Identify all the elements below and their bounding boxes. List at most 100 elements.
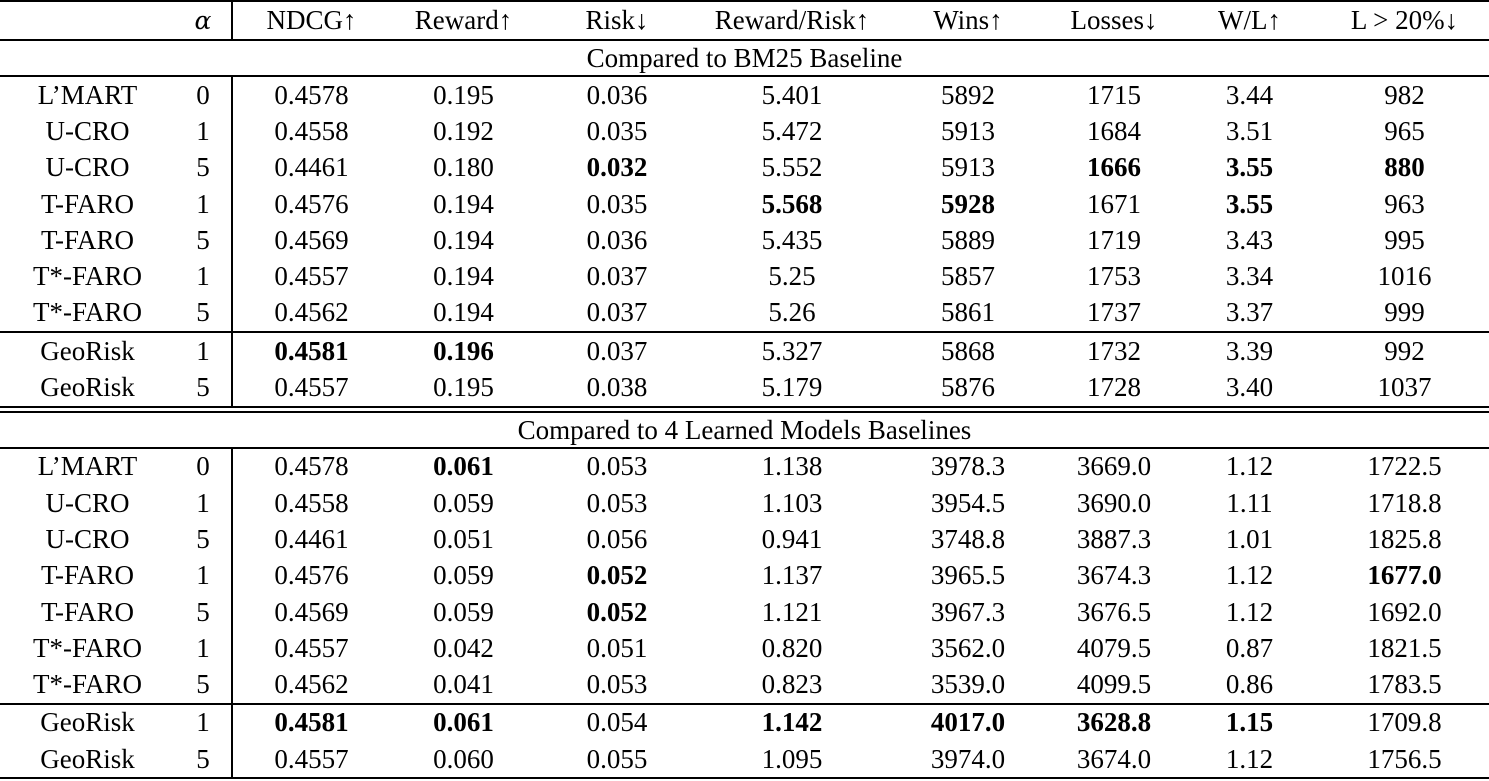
table-cell: 0.4461: [274, 523, 349, 554]
table-cell: 1722.5: [1367, 451, 1442, 482]
table-cell: 3.34: [1225, 261, 1274, 292]
table-cell: 0.036: [586, 224, 648, 255]
table-cell: 1756.5: [1367, 743, 1442, 774]
method-name: T-FARO: [40, 188, 135, 219]
table-cell: 3669.0: [1076, 451, 1152, 482]
column-header-reward-risk: Reward/Risk↑: [714, 5, 870, 35]
table-cell: 1753: [1087, 261, 1141, 292]
table-row: L’MART 0 0.4578 0.195 0.036 5.401 5892 1715 3.44…: [0, 77, 1489, 114]
table-row: T-FARO 1 0.4576 0.194 0.035 5.568 5928 1671 3.55…: [0, 185, 1489, 223]
method-name: T*-FARO: [32, 669, 142, 700]
table-cell: 1.121: [761, 596, 823, 627]
table-cell: 0.4581: [274, 707, 349, 738]
table-row: U-CRO 5 0.4461 0.180 0.032 5.552 5913 1666 3.55 8…: [0, 149, 1489, 186]
method-name: U-CRO: [45, 152, 130, 183]
table-cell: 1.103: [761, 487, 823, 518]
table-cell: 0.4557: [274, 743, 349, 774]
table-row: U-CRO 5 0.4461 0.051 0.056 0.941 3748.8 3887.3 1…: [0, 521, 1489, 558]
table-cell: 0.195: [433, 79, 494, 110]
table-cell: 3690.0: [1076, 487, 1152, 518]
table-cell: 0.180: [433, 152, 494, 183]
table-cell: 0.038: [586, 372, 648, 403]
table-row: T*-FARO 1 0.4557 0.194 0.037 5.25 5857 1753 3.34…: [0, 258, 1489, 295]
table-cell: 1709.8: [1367, 707, 1442, 738]
table-cell: 1671: [1087, 188, 1141, 219]
table-row: U-CRO 1 0.4558 0.192 0.035 5.472 5913 1684 3.51 9…: [0, 113, 1489, 150]
table-cell: 4079.5: [1076, 632, 1152, 663]
table-cell: 5857: [941, 261, 995, 292]
table-row: T*-FARO 5 0.4562 0.041 0.053 0.823 3539.0 4099.…: [0, 666, 1489, 703]
table-cell: 1.01: [1225, 523, 1274, 554]
table-cell: 5.179: [761, 372, 823, 403]
table-cell: 0.054: [586, 707, 648, 738]
column-header-risk: Risk↓: [585, 5, 649, 35]
table-cell: 0: [175, 77, 233, 114]
table-cell: 3.37: [1225, 297, 1274, 328]
table-cell: 3965.5: [930, 560, 1006, 591]
table-cell: 3562.0: [930, 632, 1006, 663]
column-header-l20: L > 20%↓: [1350, 5, 1459, 35]
table-cell: 0.195: [433, 372, 494, 403]
table-cell: 1.12: [1225, 743, 1274, 774]
table-cell: 0.059: [433, 560, 494, 591]
table-cell: 0.4562: [274, 669, 349, 700]
table-cell: 5.472: [761, 115, 823, 146]
table-cell: 3887.3: [1076, 523, 1152, 554]
table-cell: 1: [175, 185, 233, 223]
table-cell: 1.12: [1225, 596, 1274, 627]
table-cell: 0.053: [586, 669, 648, 700]
table-cell: 3954.5: [930, 487, 1006, 518]
table-cell: 0.4578: [274, 79, 349, 110]
table-cell: 0.061: [433, 451, 494, 482]
table-row: GeoRisk 5 0.4557 0.195 0.038 5.179 5876 1728 3.4…: [0, 369, 1489, 406]
table-cell: 1: [175, 258, 233, 295]
table-cell: 1718.8: [1367, 487, 1442, 518]
row-group: L’MART 0 0.4578 0.195 0.036 5.401 5892 1715 3.44…: [0, 77, 1489, 332]
table-cell: 1037: [1377, 372, 1432, 403]
table-cell: 3674.0: [1076, 743, 1152, 774]
table-cell: 0.194: [433, 224, 494, 255]
table-cell: 1.142: [761, 707, 823, 738]
table-cell: 0.036: [586, 79, 648, 110]
table-row: U-CRO 1 0.4558 0.059 0.053 1.103 3954.5 3690.0 1…: [0, 484, 1489, 522]
table-cell: 5861: [941, 297, 995, 328]
table-cell: 4099.5: [1076, 669, 1152, 700]
method-name: T*-FARO: [32, 297, 142, 328]
table-cell: 0.060: [433, 743, 494, 774]
table-cell: 5.568: [761, 188, 823, 219]
table-cell: 1: [175, 630, 233, 667]
table-cell: 880: [1384, 152, 1425, 183]
table-cell: 5: [175, 369, 233, 406]
table-cell: 5.25: [768, 261, 816, 292]
table-cell: 0.037: [586, 297, 648, 328]
table-cell: 1: [175, 557, 233, 594]
table-cell: 1666: [1087, 152, 1141, 183]
method-name: U-CRO: [45, 487, 130, 518]
row-group: L’MART 0 0.4578 0.061 0.053 1.138 3978.3 3669.0…: [0, 448, 1489, 703]
column-header-reward: Reward↑: [414, 5, 513, 35]
table-cell: 1.15: [1225, 707, 1274, 738]
table-cell: 0.820: [761, 632, 823, 663]
table-cell: 0.059: [433, 487, 494, 518]
method-name: T-FARO: [40, 224, 135, 255]
table-cell: 3.43: [1225, 224, 1274, 255]
table-cell: 982: [1384, 79, 1425, 110]
column-header-method: [0, 2, 175, 39]
table-cell: 0.194: [433, 261, 494, 292]
column-header-wl: W/L↑: [1218, 5, 1281, 35]
table-cell: 3674.3: [1076, 560, 1152, 591]
table-cell: 3967.3: [930, 596, 1006, 627]
table-cell: 5.26: [768, 297, 816, 328]
table-cell: 3748.8: [930, 523, 1006, 554]
table-cell: 1821.5: [1367, 632, 1442, 663]
method-name: T-FARO: [40, 560, 135, 591]
table-header-row: α NDCG↑ Reward↑ Risk↓ Reward/Risk↑ Wins↑…: [0, 2, 1489, 41]
section-title: Compared to 4 Learned Models Baselines: [0, 410, 1489, 449]
table-cell: 0.059: [433, 596, 494, 627]
table-cell: 0.86: [1225, 669, 1274, 700]
table-row: T*-FARO 5 0.4562 0.194 0.037 5.26 5861 1737 3.37…: [0, 294, 1489, 332]
table-cell: 0.4569: [274, 224, 349, 255]
table-cell: 0.055: [586, 743, 648, 774]
